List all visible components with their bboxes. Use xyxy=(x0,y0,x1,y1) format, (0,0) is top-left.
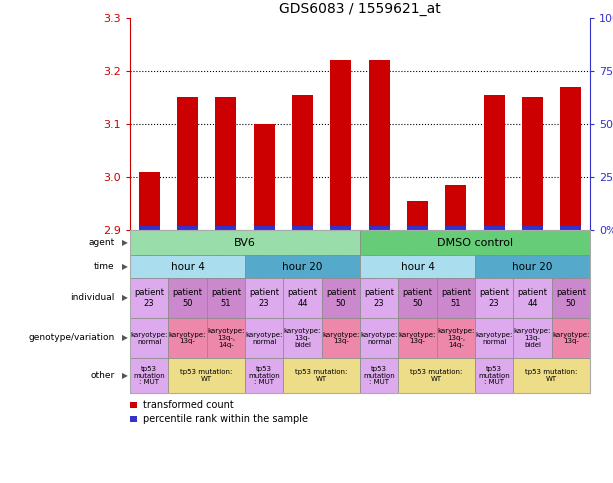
Bar xyxy=(177,98,198,230)
Text: karyotype:
13q-,
14q-: karyotype: 13q-, 14q- xyxy=(437,328,474,348)
Text: tp53 mutation:
WT: tp53 mutation: WT xyxy=(411,369,463,382)
Text: karyotype:
normal: karyotype: normal xyxy=(476,331,513,344)
Text: ▶: ▶ xyxy=(122,238,128,247)
Bar xyxy=(445,185,466,230)
Text: karyotype:
13q-: karyotype: 13q- xyxy=(552,331,590,344)
Text: tp53
mutation
: MUT: tp53 mutation : MUT xyxy=(478,366,510,385)
Text: percentile rank within the sample: percentile rank within the sample xyxy=(143,414,308,424)
Bar xyxy=(560,87,581,230)
Text: hour 20: hour 20 xyxy=(283,261,322,271)
Text: hour 20: hour 20 xyxy=(512,261,553,271)
Bar xyxy=(292,95,313,230)
Bar xyxy=(139,227,160,230)
Bar xyxy=(292,227,313,230)
Text: patient
50: patient 50 xyxy=(556,288,586,308)
Bar xyxy=(368,60,390,230)
Bar xyxy=(484,227,504,230)
Text: karyotype:
13q-
bidel: karyotype: 13q- bidel xyxy=(284,328,321,348)
Bar xyxy=(139,171,160,230)
Text: genotype/variation: genotype/variation xyxy=(28,333,115,342)
Text: DMSO control: DMSO control xyxy=(437,238,513,247)
Bar xyxy=(522,227,543,230)
Text: tp53 mutation:
WT: tp53 mutation: WT xyxy=(180,369,233,382)
Text: ▶: ▶ xyxy=(122,371,128,380)
Text: other: other xyxy=(91,371,115,380)
Text: hour 4: hour 4 xyxy=(170,261,205,271)
Text: patient
51: patient 51 xyxy=(211,288,241,308)
Text: transformed count: transformed count xyxy=(143,400,234,410)
Bar xyxy=(407,227,428,230)
Text: tp53
mutation
: MUT: tp53 mutation : MUT xyxy=(248,366,280,385)
Text: hour 4: hour 4 xyxy=(400,261,435,271)
Bar xyxy=(330,60,351,230)
Bar xyxy=(177,227,198,230)
Bar xyxy=(445,227,466,230)
Bar xyxy=(484,95,504,230)
Text: karyotype:
13q-: karyotype: 13q- xyxy=(399,331,436,344)
Text: karyotype:
normal: karyotype: normal xyxy=(131,331,168,344)
Text: ▶: ▶ xyxy=(122,333,128,342)
Text: patient
44: patient 44 xyxy=(517,288,547,308)
Bar xyxy=(254,124,275,230)
Text: patient
23: patient 23 xyxy=(134,288,164,308)
Bar xyxy=(522,98,543,230)
Text: tp53
mutation
: MUT: tp53 mutation : MUT xyxy=(364,366,395,385)
Text: individual: individual xyxy=(70,294,115,302)
Text: patient
51: patient 51 xyxy=(441,288,471,308)
Text: karyotype:
13q-
bidel: karyotype: 13q- bidel xyxy=(514,328,551,348)
Bar xyxy=(215,227,237,230)
Title: GDS6083 / 1559621_at: GDS6083 / 1559621_at xyxy=(279,1,441,15)
Text: tp53 mutation:
WT: tp53 mutation: WT xyxy=(525,369,578,382)
Bar xyxy=(368,227,390,230)
Text: patient
50: patient 50 xyxy=(403,288,433,308)
Bar xyxy=(254,227,275,230)
Text: BV6: BV6 xyxy=(234,238,256,247)
Text: patient
44: patient 44 xyxy=(287,288,318,308)
Text: tp53
mutation
: MUT: tp53 mutation : MUT xyxy=(133,366,165,385)
Text: time: time xyxy=(94,262,115,271)
Text: patient
23: patient 23 xyxy=(479,288,509,308)
Text: ▶: ▶ xyxy=(122,262,128,271)
Text: patient
50: patient 50 xyxy=(172,288,202,308)
Text: karyotype:
13q-: karyotype: 13q- xyxy=(169,331,206,344)
Text: patient
23: patient 23 xyxy=(364,288,394,308)
Text: tp53 mutation:
WT: tp53 mutation: WT xyxy=(295,369,348,382)
Text: karyotype:
13q-: karyotype: 13q- xyxy=(322,331,359,344)
Bar xyxy=(330,227,351,230)
Bar xyxy=(407,201,428,230)
Text: karyotype:
13q-,
14q-: karyotype: 13q-, 14q- xyxy=(207,328,245,348)
Text: patient
50: patient 50 xyxy=(326,288,356,308)
Text: ▶: ▶ xyxy=(122,294,128,302)
Text: karyotype:
normal: karyotype: normal xyxy=(360,331,398,344)
Bar xyxy=(215,98,237,230)
Text: patient
23: patient 23 xyxy=(249,288,279,308)
Bar xyxy=(560,227,581,230)
Text: karyotype:
normal: karyotype: normal xyxy=(245,331,283,344)
Text: agent: agent xyxy=(88,238,115,247)
